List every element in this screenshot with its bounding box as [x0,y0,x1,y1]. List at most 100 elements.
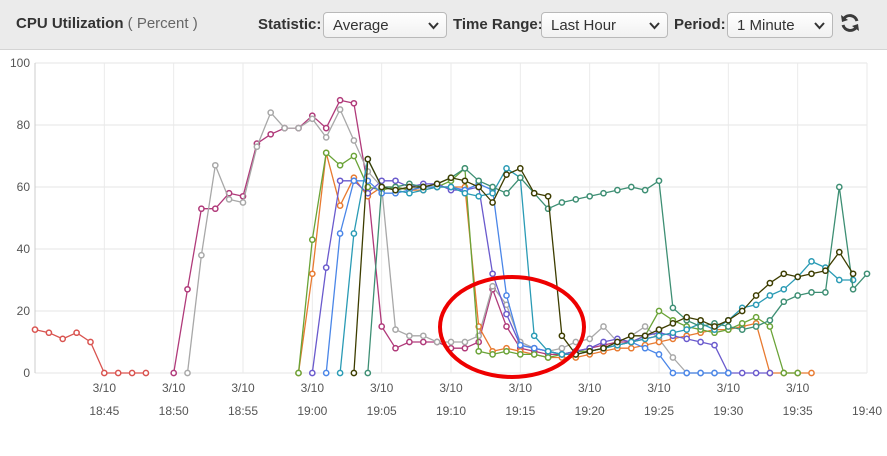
data-point [59,335,67,343]
data-point [516,341,524,349]
period-value: 1 Minute [737,17,795,34]
data-point [627,183,635,191]
metric-title: CPU Utilization ( Percent ) [16,15,198,32]
time-range-select[interactable]: Last Hour [541,12,668,38]
data-point [114,369,122,377]
data-point [350,230,358,237]
data-point [697,369,704,377]
x-tick-time: 18:45 [89,404,119,418]
data-point [683,313,691,321]
data-point [267,130,275,138]
data-point [822,289,829,296]
data-point [73,329,80,337]
data-point [766,369,774,377]
x-axis: 3/10 18:45 3/10 18:50 3/10 18:55 3/10 19:00 3/10… [89,381,882,418]
data-point [724,323,732,330]
x-tick-date: 3/10 [647,381,671,395]
chevron-down-icon [649,22,660,30]
data-point [766,279,774,287]
data-point [198,251,205,259]
data-point [489,270,496,278]
data-point [503,310,510,318]
series-6 [308,177,774,377]
data-point [419,338,427,346]
data-point [142,369,150,377]
data-point [530,332,538,340]
data-point [641,344,649,352]
data-point [780,285,788,293]
data-point [392,344,399,352]
period-select[interactable]: 1 Minute [727,12,833,38]
x-tick-time: 19:00 [297,404,327,418]
data-point [392,177,399,185]
data-point [849,270,857,278]
data-point [516,165,524,172]
data-point [794,273,802,281]
chevron-down-icon [428,22,439,30]
data-point [475,177,483,185]
data-point [558,351,566,358]
data-point [808,369,815,377]
statistic-select[interactable]: Average [323,12,447,38]
data-point [336,230,344,237]
y-tick-label: 80 [17,118,31,132]
x-tick-time: 19:20 [575,404,605,418]
data-point [100,369,108,377]
data-point [794,369,802,377]
x-tick-time: 19:30 [713,404,743,418]
y-axis: 0 20 40 60 80 100 [10,56,30,380]
data-point [752,313,760,321]
data-point [87,338,94,346]
time-range-value: Last Hour [551,17,617,34]
data-point [378,183,386,191]
data-point [281,124,288,132]
data-point [489,183,496,191]
data-point [308,236,316,244]
x-tick-date: 3/10 [370,381,394,395]
data-point [738,320,746,327]
data-point [322,369,330,377]
data-point [627,344,635,352]
data-point [572,196,580,203]
data-point [766,316,774,324]
toolbar: CPU Utilization ( Percent ) Statistic: A… [0,0,887,50]
data-point [641,186,649,194]
data-point [655,351,663,358]
data-point [461,189,469,197]
data-point [433,338,441,346]
data-point [724,316,732,324]
x-tick-date: 3/10 [93,381,117,395]
statistic-label: Statistic: [258,16,322,33]
data-point [586,192,594,200]
x-tick-date: 3/10 [717,381,741,395]
data-point [669,354,677,361]
data-point [350,137,358,144]
data-point [31,326,39,333]
data-point [198,205,205,213]
data-point [558,332,566,340]
data-point [752,301,760,309]
data-point [350,99,358,107]
data-point [627,332,635,340]
data-point [697,338,704,346]
data-point [419,332,427,340]
y-tick-label: 60 [17,180,31,194]
metric-unit: ( Percent ) [127,15,198,32]
data-point [752,323,760,330]
data-point [669,329,677,337]
x-tick-time: 19:35 [783,404,813,418]
data-point [586,335,594,343]
data-point [530,351,538,358]
data-point [655,332,663,340]
data-point [822,267,829,275]
data-point [516,174,524,182]
x-tick-time: 19:40 [852,404,882,418]
series-1 [31,326,150,377]
data-point [308,270,316,278]
data-point [794,292,802,299]
refresh-icon[interactable] [838,11,862,35]
data-point [738,307,746,315]
data-point [835,183,843,191]
data-point [711,369,718,377]
data-point [489,282,496,290]
